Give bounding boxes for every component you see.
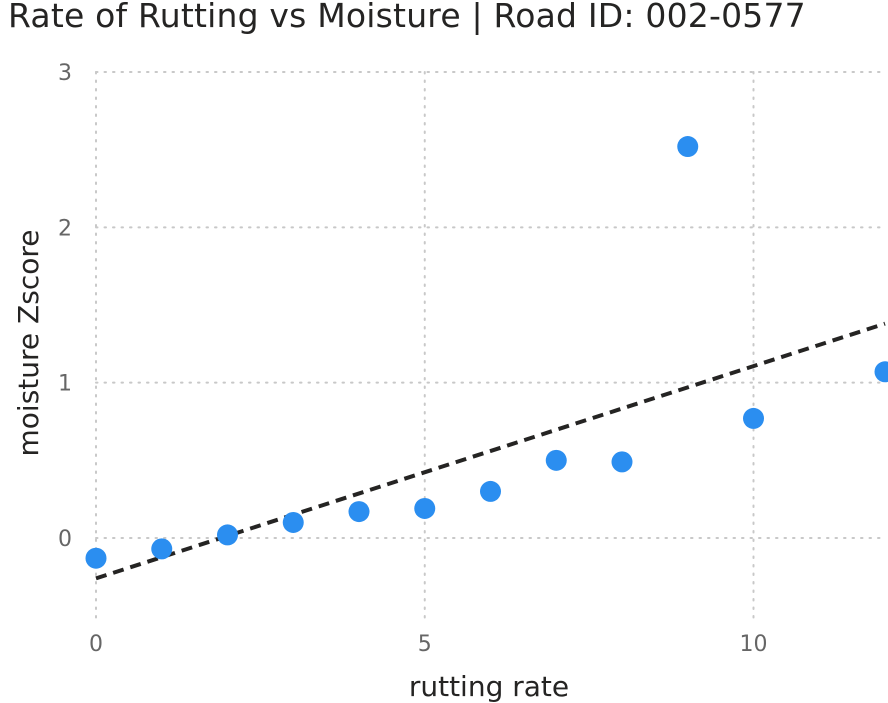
data-point <box>545 449 567 471</box>
x-tick-label: 0 <box>89 632 103 657</box>
data-point <box>348 501 370 523</box>
data-point <box>282 511 304 533</box>
axis-ticks: 0 1 2 3 0 5 10 <box>58 61 768 657</box>
trend-line <box>95 321 886 581</box>
grid-lines <box>95 71 886 625</box>
y-axis-title: moisture Zscore <box>12 230 45 457</box>
y-tick-label: 2 <box>58 216 72 241</box>
data-point <box>151 538 173 560</box>
data-point <box>414 497 436 519</box>
data-points <box>85 136 888 569</box>
data-point <box>480 480 501 502</box>
x-tick-label: 5 <box>418 632 432 657</box>
y-tick-label: 0 <box>58 527 72 552</box>
data-point <box>611 451 633 473</box>
data-point <box>217 524 238 546</box>
data-point <box>743 407 764 429</box>
y-tick-label: 1 <box>58 372 72 397</box>
x-tick-label: 10 <box>740 632 768 657</box>
x-axis-title: rutting rate <box>409 670 569 703</box>
chart-title: Rate of Rutting vs Moisture | Road ID: 0… <box>8 0 806 35</box>
trend-line-layer <box>95 321 886 581</box>
y-tick-label: 3 <box>58 61 72 86</box>
data-point <box>677 136 699 158</box>
data-point <box>874 361 888 383</box>
data-point <box>85 547 107 569</box>
